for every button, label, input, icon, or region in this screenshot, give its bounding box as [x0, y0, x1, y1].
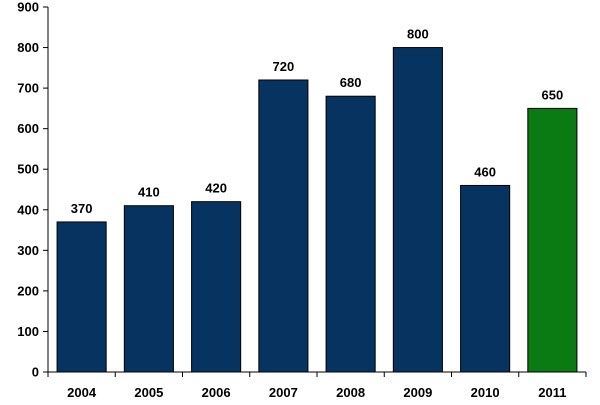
bar-2004 — [56, 221, 107, 373]
y-tick-label: 400 — [17, 202, 39, 217]
data-label-2010: 460 — [474, 164, 496, 179]
x-tick-label-2005: 2005 — [134, 385, 163, 400]
y-tick-label: 100 — [17, 324, 39, 339]
y-tick-label: 600 — [17, 121, 39, 136]
data-label-2006: 420 — [205, 181, 227, 196]
x-axis: 2004 2005 2006 2007 2008 2009 2010 2011 — [47, 371, 587, 400]
y-tick-label: 800 — [17, 40, 39, 55]
bar-2010 — [460, 184, 511, 373]
data-label-2011: 650 — [542, 87, 564, 102]
data-labels: 370 410 420 720 680 800 460 650 — [71, 27, 563, 216]
y-axis: 0 100 200 300 400 500 600 700 800 900 — [17, 0, 49, 380]
data-label-2007: 720 — [273, 59, 295, 74]
x-tick-label-2011: 2011 — [538, 385, 566, 400]
data-label-2004: 370 — [71, 201, 93, 216]
bar-2008 — [325, 95, 376, 373]
x-tick-label-2006: 2006 — [202, 385, 231, 400]
x-tick-label-2004: 2004 — [67, 385, 97, 400]
y-tick-label: 300 — [17, 243, 39, 258]
bar-2006 — [191, 201, 242, 373]
bars — [56, 47, 578, 373]
bar-2005 — [123, 205, 174, 373]
data-label-2008: 680 — [340, 75, 362, 90]
data-label-2005: 410 — [138, 185, 160, 200]
y-tick-label: 500 — [17, 162, 39, 177]
y-tick-label: 200 — [17, 283, 39, 298]
x-tick-label-2009: 2009 — [403, 385, 432, 400]
y-tick-label: 700 — [17, 81, 39, 96]
y-tick-label: 900 — [17, 0, 39, 15]
data-label-2009: 800 — [407, 27, 429, 42]
x-tick-label-2007: 2007 — [269, 385, 298, 400]
bar-2009 — [392, 47, 443, 373]
bar-2007 — [258, 79, 309, 373]
y-tick-label: 0 — [32, 365, 39, 380]
bar-2011 — [527, 107, 578, 373]
x-tick-label-2010: 2010 — [471, 385, 500, 400]
x-tick-label-2008: 2008 — [336, 385, 365, 400]
